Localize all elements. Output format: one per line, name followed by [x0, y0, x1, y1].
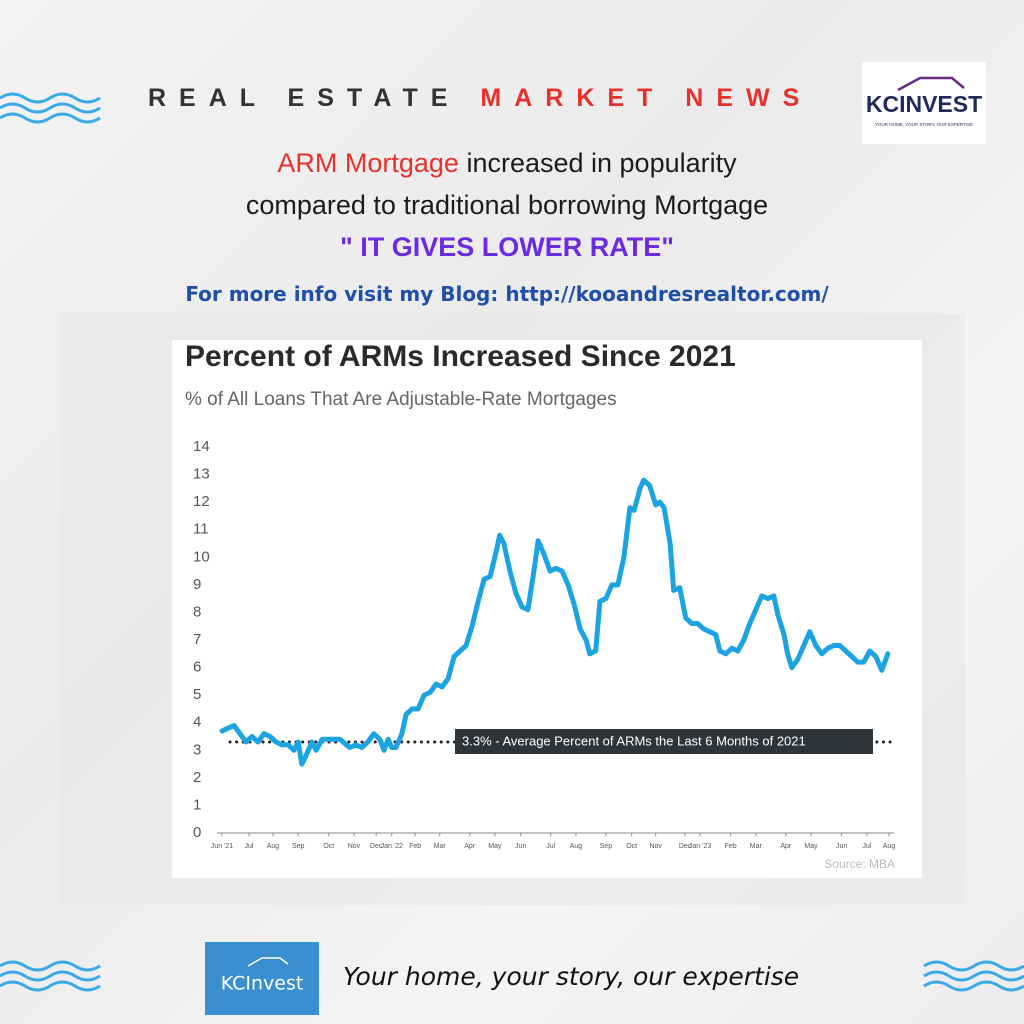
y-tick-label: 14: [193, 438, 210, 455]
header-part2: MARKET NEWS: [480, 84, 813, 112]
x-tick-label: Oct: [323, 843, 334, 850]
x-tick-label: Jan '22: [381, 843, 403, 850]
annotation-box: [455, 729, 873, 755]
x-tick-label: Feb: [725, 843, 737, 850]
chart-card: [172, 340, 922, 878]
logo-tagline: YOUR HOME, YOUR STORY, OUR EXPERTISE: [875, 122, 973, 127]
chart-source: Source: MBA: [824, 857, 895, 871]
y-tick-label: 7: [193, 631, 201, 648]
y-tick-label: 2: [193, 769, 201, 786]
header: REAL ESTATE MARKET NEWS: [148, 84, 812, 113]
x-tick-label: Apr: [464, 843, 476, 850]
x-tick-label: Dec: [370, 843, 383, 850]
logo-box: [862, 62, 986, 144]
x-tick-label: Jun: [515, 843, 526, 850]
x-tick-label: Dec: [679, 843, 692, 850]
x-tick-label: Aug: [883, 843, 896, 850]
x-tick-label: Jun: [836, 843, 847, 850]
y-tick-label: 3: [193, 741, 201, 758]
x-tick-label: May: [488, 843, 502, 850]
headline-line1: ARM Mortgage increased in popularity: [0, 142, 1014, 184]
y-tick-label: 10: [193, 548, 210, 565]
headline-rest: increased in popularity: [466, 148, 737, 178]
x-tick-label: Sep: [292, 843, 305, 850]
annotation: 3.3% - Average Percent of ARMs the Last …: [462, 733, 806, 748]
headline-emphasis: " IT GIVES LOWER RATE": [339, 232, 675, 262]
y-tick-label: 11: [193, 521, 209, 538]
x-tick-label: May: [804, 843, 818, 850]
headline-line2: compared to traditional borrowing Mortga…: [245, 190, 769, 220]
y-tick-label: 9: [193, 576, 201, 593]
x-tick-label: Apr: [780, 843, 792, 850]
y-tick-label: 4: [193, 714, 201, 731]
chart-subtitle: % of All Loans That Are Adjustable-Rate …: [185, 389, 617, 410]
footer-logo-name: KCInvest: [221, 973, 304, 995]
x-tick-label: Jun '21: [211, 843, 233, 850]
y-tick-label: 5: [193, 686, 201, 703]
x-tick-label: Nov: [649, 843, 662, 850]
y-tick-label: 6: [193, 659, 201, 676]
logo-name: KCINVEST: [866, 91, 982, 117]
headline-highlight: ARM Mortgage: [277, 148, 459, 178]
x-tick-label: Aug: [570, 843, 583, 850]
blog-line: For more info visit my Blog: http://kooa…: [185, 282, 829, 306]
x-tick-label: Jul: [546, 843, 555, 850]
x-tick-label: Aug: [267, 843, 280, 850]
y-tick-label: 12: [193, 493, 210, 510]
y-tick-label: 13: [193, 466, 210, 483]
headline: ARM Mortgage increased in popularity com…: [0, 142, 1014, 268]
y-tick-label: 0: [193, 824, 201, 841]
footer-logo-box: [205, 942, 319, 1015]
x-tick-label: Oct: [626, 843, 637, 850]
x-tick-label: Mar: [434, 843, 447, 850]
x-tick-label: Jul: [862, 843, 871, 850]
y-tick-label: 1: [193, 796, 201, 813]
x-tick-label: Jul: [245, 843, 254, 850]
x-tick-label: Sep: [600, 843, 613, 850]
data-line: [219, 477, 891, 767]
y-tick-label: 8: [193, 603, 201, 620]
footer-tagline: Your home, your story, our expertise: [343, 962, 799, 991]
x-tick-label: Nov: [348, 843, 361, 850]
chart-title: Percent of ARMs Increased Since 2021: [185, 340, 736, 373]
x-tick-label: Jan '23: [689, 843, 711, 850]
x-tick-label: Feb: [409, 843, 421, 850]
x-tick-label: Mar: [750, 843, 763, 850]
header-part1: REAL ESTATE: [148, 84, 461, 112]
